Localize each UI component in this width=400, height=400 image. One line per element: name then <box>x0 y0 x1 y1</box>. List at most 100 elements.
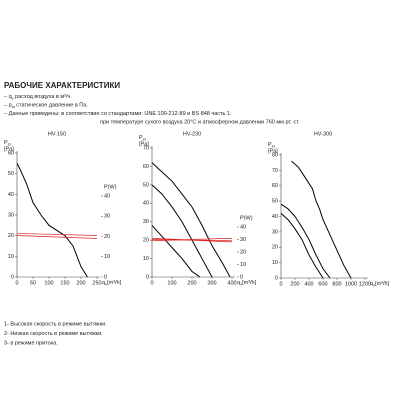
y-tick-label: 40 <box>143 201 149 207</box>
curve <box>280 203 331 279</box>
x-tick-label: 1200 <box>359 281 371 287</box>
y-sub: st <box>272 144 276 149</box>
chart-title: HV-230 <box>183 131 201 137</box>
x-sub: v <box>373 283 375 288</box>
x-tick-label: 100 <box>44 280 53 286</box>
y2-tick-label: 30 <box>104 214 110 220</box>
note-sub: st <box>12 104 16 109</box>
x-symbol: q <box>102 280 105 286</box>
y-unit: [Pa] <box>268 148 278 154</box>
chart-title: HV-150 <box>48 131 66 137</box>
x-tick-label: 600 <box>318 281 327 287</box>
x-tick-label: 1000 <box>345 281 357 287</box>
y-symbol: P <box>4 140 8 146</box>
note: – qv расход воздуха в м³/ч. <box>4 94 72 100</box>
curve <box>151 162 231 278</box>
y-tick-label: 40 <box>272 214 278 220</box>
note: – pst статическое давление в Па. <box>4 103 88 109</box>
note-cont: при температуре сухого воздуха 20°С и ат… <box>100 119 300 125</box>
y2-axis-label: P(W) <box>104 184 117 190</box>
y-symbol: P <box>139 135 143 141</box>
y-tick-label: 30 <box>8 212 14 218</box>
y-tick-label: 20 <box>272 245 278 251</box>
x-unit: [m³/h] <box>242 280 257 286</box>
note-sub: v <box>12 96 14 101</box>
x-tick-label: 300 <box>207 280 216 286</box>
curve <box>16 233 98 236</box>
y-tick-label: 0 <box>275 275 278 281</box>
y-tick-label: 80 <box>272 152 278 158</box>
x-tick-label: 200 <box>187 280 196 286</box>
y-sub: st <box>8 142 12 147</box>
curve <box>151 184 213 278</box>
x-tick-label: 150 <box>60 280 69 286</box>
x-tick-label: 800 <box>332 281 341 287</box>
curve <box>291 160 352 279</box>
curve <box>151 237 233 242</box>
curve <box>16 235 98 239</box>
x-axis-label: qv[m³/h] <box>102 280 122 286</box>
y-tick-label: 20 <box>143 238 149 244</box>
x-axis-label: qv[m³/h] <box>370 281 390 287</box>
y-tick-label: 30 <box>143 219 149 225</box>
y-tick-label: 10 <box>8 254 14 260</box>
y2-tick-label: 20 <box>240 249 246 255</box>
x-sub: v <box>105 282 107 287</box>
y-unit: [Pa] <box>4 146 14 152</box>
y-tick-label: 50 <box>143 182 149 188</box>
footnote: 1- Высокая скорость в режиме вытяжки. <box>4 321 107 327</box>
x-unit: [m³/h] <box>375 281 390 287</box>
y2-tick-label: 30 <box>240 237 246 243</box>
y-tick-label: 50 <box>272 199 278 205</box>
footnote: 2- Низкая скорость в режиме вытяжки. <box>4 331 103 337</box>
y-tick-label: 40 <box>8 192 14 198</box>
y-tick-label: 0 <box>146 274 149 280</box>
x-symbol: q <box>237 280 240 286</box>
note-text: статическое давление в Па. <box>15 103 89 109</box>
curve <box>16 163 88 278</box>
y-tick-label: 50 <box>8 171 14 177</box>
y2-tick-label: 0 <box>240 274 243 280</box>
y-axis-label: Pst <box>139 135 147 141</box>
x-tick-label: 50 <box>30 280 36 286</box>
y2-tick-label: 0 <box>104 274 107 280</box>
note-symbol: q <box>9 94 12 100</box>
curve <box>151 239 233 242</box>
y-tick-label: 10 <box>143 256 149 262</box>
x-tick-label: 0 <box>150 280 153 286</box>
y-tick-label: 60 <box>272 183 278 189</box>
x-tick-label: 400 <box>227 280 236 286</box>
x-unit: [m³/h] <box>107 280 122 286</box>
x-tick-label: 200 <box>76 280 85 286</box>
x-sub: v <box>240 282 242 287</box>
y-symbol: P <box>268 142 272 148</box>
y-axis-label: Pst <box>268 142 276 148</box>
chart-title: HV-300 <box>314 131 332 137</box>
y-tick-label: 0 <box>11 274 14 280</box>
y-tick-label: 70 <box>143 145 149 151</box>
x-symbol: q <box>370 281 373 287</box>
note: – Данные приведены: в соответствие со ст… <box>4 111 232 117</box>
x-tick-label: 100 <box>167 280 176 286</box>
y2-tick-label: 10 <box>104 254 110 260</box>
footnote: 3- в режиме притока. <box>4 340 58 346</box>
y-tick-label: 70 <box>272 168 278 174</box>
note-symbol: p <box>9 103 12 109</box>
curve <box>151 225 201 278</box>
y-tick-label: 60 <box>143 164 149 170</box>
x-tick-label: 0 <box>279 281 282 287</box>
y-tick-label: 30 <box>272 229 278 235</box>
x-tick-label: 400 <box>304 281 313 287</box>
x-tick-label: 250 <box>92 280 101 286</box>
y-tick-label: 10 <box>272 260 278 266</box>
x-tick-label: 0 <box>15 280 18 286</box>
x-tick-label: 200 <box>290 281 299 287</box>
y2-tick-label: 40 <box>104 193 110 199</box>
note-text: расход воздуха в м³/ч. <box>14 94 73 100</box>
y-sub: st <box>143 137 147 142</box>
note-text: Данные приведены: в соответствие со стан… <box>9 111 232 117</box>
y-unit: [Pa] <box>139 141 149 147</box>
y2-tick-label: 10 <box>240 262 246 268</box>
y-axis-label: Pst <box>4 140 12 146</box>
